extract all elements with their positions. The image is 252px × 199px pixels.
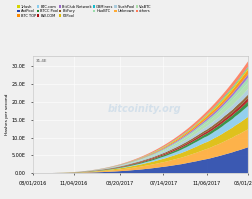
Text: bitcoinity.org: bitcoinity.org xyxy=(107,103,181,114)
Y-axis label: Hashes per second: Hashes per second xyxy=(5,94,9,135)
Legend: 1Hash, AntPool, BTC TOP, BTC.com, BTCC Pool, BW.COM, BitClub Network, BitFury, F: 1Hash, AntPool, BTC TOP, BTC.com, BTCC P… xyxy=(17,5,151,18)
Text: 31.4E: 31.4E xyxy=(35,60,47,63)
